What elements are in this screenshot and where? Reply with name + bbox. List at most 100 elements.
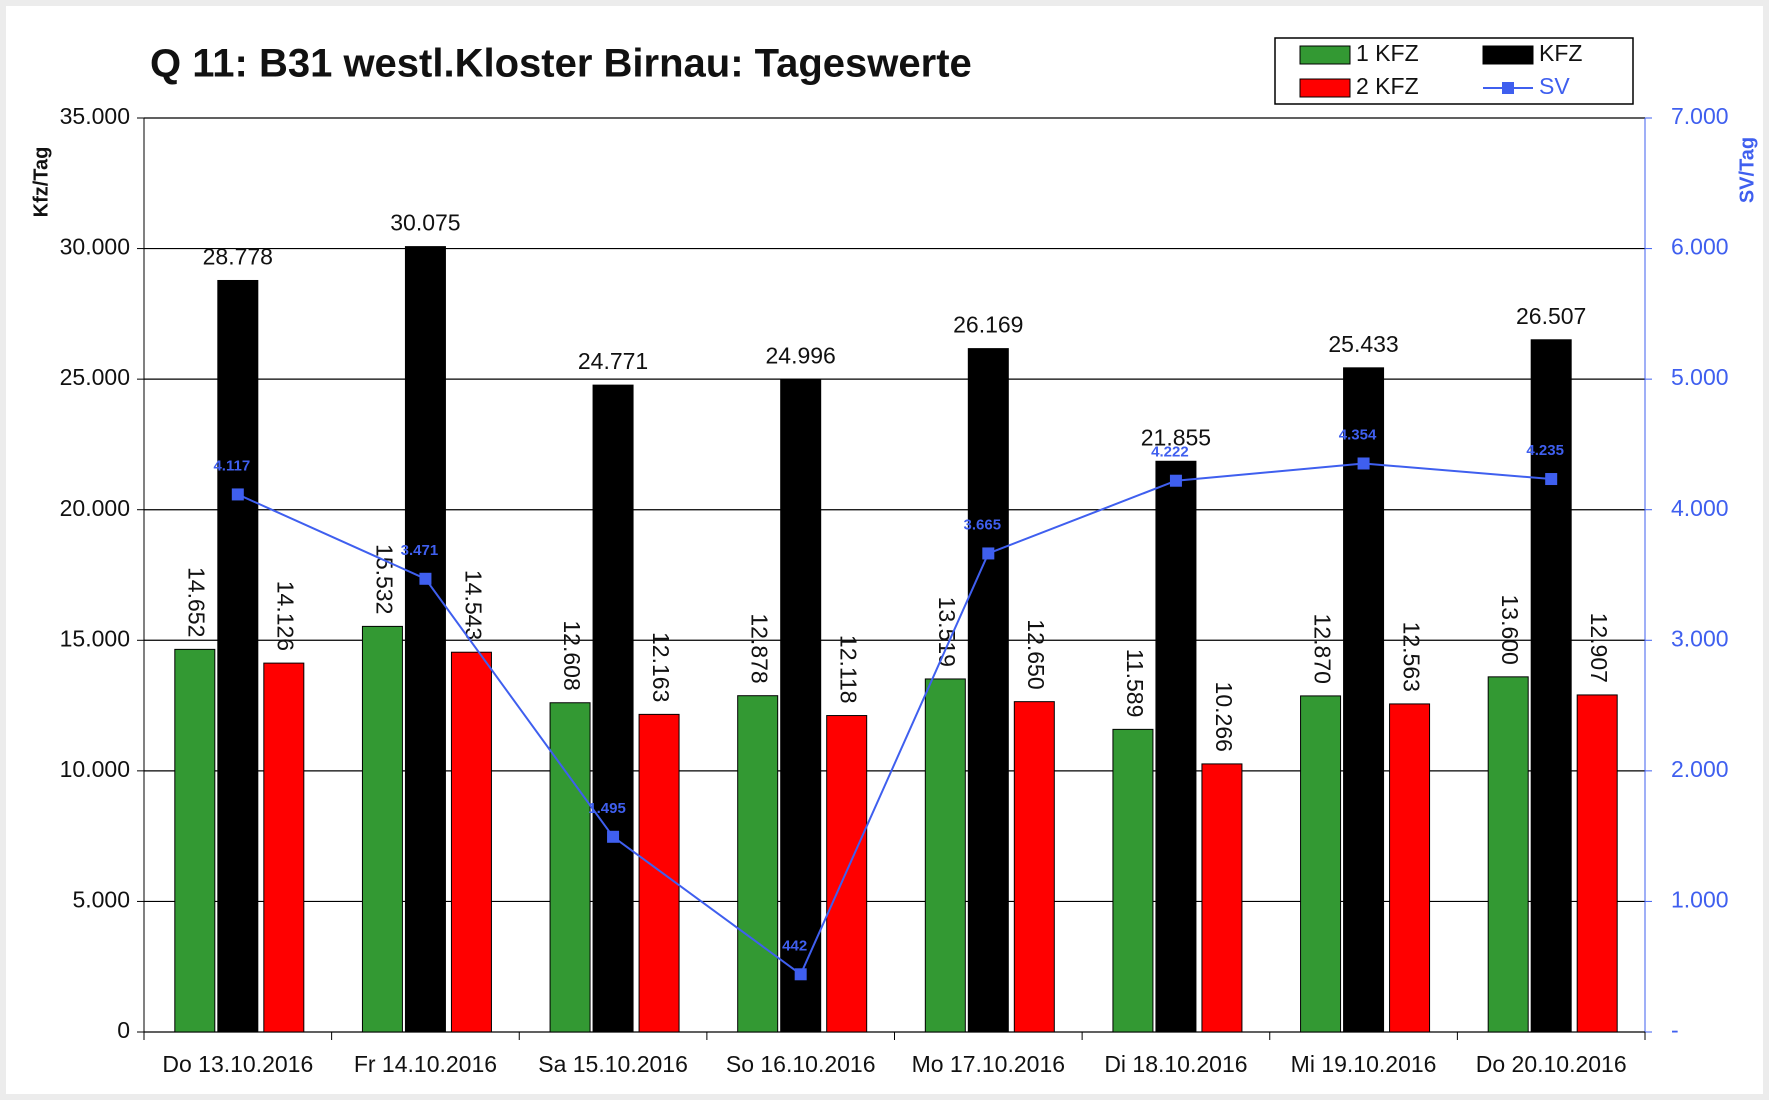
value-label: 1.495 [588, 800, 626, 817]
line [237, 462, 1552, 976]
value-label: 12.608 [559, 620, 585, 690]
bar [1530, 339, 1572, 1033]
marker [1169, 474, 1182, 487]
y-tick-label: 0 [117, 1017, 130, 1043]
marker [794, 968, 807, 981]
y-tick-label: 10.000 [60, 756, 130, 782]
x-tick-label: Mo 17.10.2016 [912, 1051, 1065, 1077]
value-label: 14.652 [184, 567, 210, 637]
value-label: 4.354 [1339, 426, 1377, 443]
marker [607, 830, 620, 843]
value-label: 4.117 [213, 457, 250, 474]
bar [592, 384, 634, 1033]
value-label: 13.519 [934, 597, 960, 667]
legend-label: 2 KFZ [1356, 73, 1419, 99]
y2-axis-label: SV/Tag [1736, 137, 1758, 203]
value-label: 26.507 [1516, 303, 1586, 329]
value-label: 11.589 [1122, 649, 1148, 718]
value-label: 3.471 [401, 542, 439, 559]
y-tick-label: 5.000 [72, 887, 130, 913]
value-label: 3.665 [964, 516, 1002, 533]
bar [1155, 460, 1197, 1033]
y2-tick-label: 5.000 [1671, 364, 1729, 390]
value-label: 4.235 [1526, 442, 1564, 459]
value-label: 10.266 [1211, 682, 1237, 752]
marker [1545, 473, 1558, 486]
bar [826, 715, 868, 1033]
marker [419, 572, 432, 585]
bar [263, 662, 305, 1033]
value-label: 442 [782, 937, 807, 954]
y2-tick-label: 1.000 [1671, 887, 1729, 913]
bar [1389, 703, 1431, 1033]
value-label: 26.169 [953, 312, 1023, 338]
bar [638, 713, 680, 1033]
value-label: 25.433 [1328, 331, 1398, 357]
y2-tick-label: 2.000 [1671, 756, 1729, 782]
marker [1357, 457, 1370, 470]
x-tick-label: Mi 19.10.2016 [1291, 1051, 1437, 1077]
bar [1343, 367, 1385, 1033]
x-tick-label: Di 18.10.2016 [1104, 1051, 1247, 1077]
y2-tick-label: 4.000 [1671, 495, 1729, 521]
bar [924, 678, 966, 1033]
legend-label: SV [1539, 73, 1570, 99]
y-tick-label: 20.000 [60, 495, 130, 521]
x-tick-label: Sa 15.10.2016 [538, 1051, 688, 1077]
value-label: 21.855 [1141, 424, 1211, 450]
value-label: 15.532 [371, 544, 397, 614]
value-label: 4.222 [1151, 444, 1189, 461]
y2-tick-label: 6.000 [1671, 234, 1729, 260]
value-label: 12.650 [1023, 619, 1049, 689]
bar [549, 702, 591, 1033]
y-axis-label: Kfz/Tag [30, 147, 52, 218]
bar [1487, 676, 1529, 1033]
bar [404, 246, 446, 1033]
legend-label: 1 KFZ [1356, 40, 1419, 66]
bar [1300, 695, 1342, 1033]
bar [967, 348, 1009, 1033]
y2-tick-label: 3.000 [1671, 625, 1729, 651]
value-label: 12.907 [1586, 613, 1612, 683]
bar [1112, 728, 1154, 1033]
legend-swatch [1299, 45, 1351, 65]
legend-marker [1502, 82, 1514, 94]
bar [174, 648, 216, 1033]
bar [1013, 701, 1055, 1033]
bar [1201, 763, 1243, 1033]
value-label: 14.543 [460, 570, 486, 640]
value-label: 30.075 [390, 210, 460, 236]
value-label: 12.878 [747, 613, 773, 683]
value-label: 12.563 [1398, 622, 1424, 692]
y-tick-label: 30.000 [60, 234, 130, 260]
bar [1576, 694, 1618, 1033]
value-label: 13.600 [1497, 594, 1523, 664]
value-label: 12.870 [1309, 614, 1335, 684]
chart-title: Q 11: B31 westl.Kloster Birnau: Tageswer… [150, 42, 972, 86]
legend-swatch [1299, 78, 1351, 98]
bar [737, 695, 779, 1033]
bar [217, 279, 259, 1033]
x-tick-label: So 16.10.2016 [726, 1051, 876, 1077]
value-label: 24.771 [578, 348, 648, 374]
value-label: 12.163 [648, 632, 674, 702]
bar [780, 378, 822, 1033]
y-tick-label: 15.000 [60, 625, 130, 651]
value-label: 24.996 [766, 342, 836, 368]
bar [361, 625, 403, 1033]
y-tick-label: 35.000 [60, 103, 130, 129]
x-tick-label: Do 20.10.2016 [1476, 1051, 1627, 1077]
legend-swatch [1482, 45, 1534, 65]
value-label: 14.126 [273, 581, 299, 651]
y-tick-label: 25.000 [60, 364, 130, 390]
bar [450, 651, 492, 1033]
marker [231, 488, 244, 501]
value-label: 12.118 [836, 635, 862, 704]
value-label: 28.778 [203, 244, 273, 270]
marker [982, 547, 995, 560]
y2-tick-label: 7.000 [1671, 103, 1729, 129]
legend-label: KFZ [1539, 40, 1582, 66]
x-tick-label: Fr 14.10.2016 [354, 1051, 497, 1077]
y2-tick-label: - [1671, 1017, 1679, 1043]
